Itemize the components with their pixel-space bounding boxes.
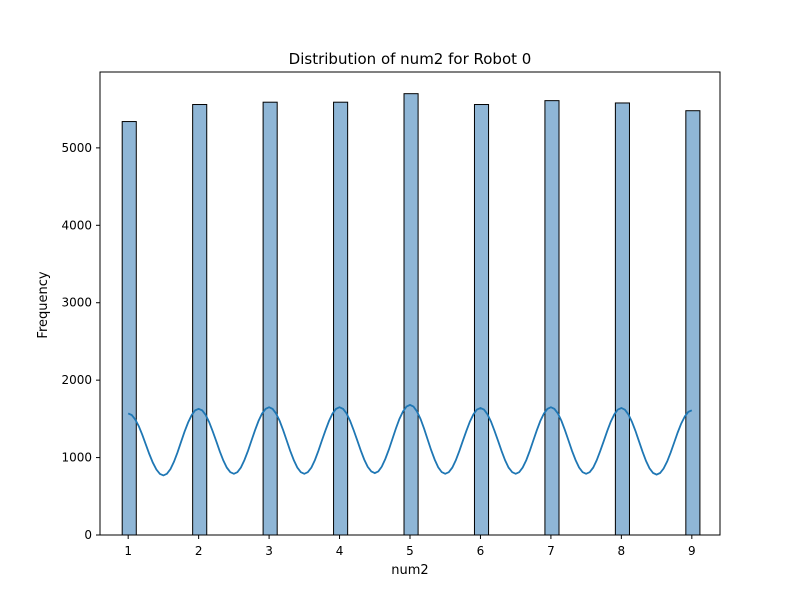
y-tick-label-5000: 5000 [61, 141, 92, 155]
y-tick-label-3000: 3000 [61, 296, 92, 310]
x-tick-label-5: 5 [406, 544, 414, 558]
y-tick-label-1000: 1000 [61, 451, 92, 465]
x-tick-label-3: 3 [265, 544, 273, 558]
chart-title: Distribution of num2 for Robot 0 [289, 50, 532, 68]
bar-1 [121, 121, 137, 536]
x-tick-label-4: 4 [336, 544, 344, 558]
x-axis-ticks: 1 2 3 4 5 6 7 8 9 [124, 535, 696, 558]
x-tick-label-9: 9 [688, 544, 696, 558]
bar-4 [333, 101, 349, 536]
bar-5 [403, 93, 419, 536]
x-tick-label-7: 7 [547, 544, 555, 558]
bar-6 [473, 104, 490, 536]
y-tick-label-4000: 4000 [61, 218, 92, 232]
bar-7 [544, 100, 560, 536]
bar-3 [262, 101, 278, 536]
x-tick-label-6: 6 [477, 544, 485, 558]
y-axis-label: Frequency [36, 271, 51, 338]
x-tick-label-2: 2 [195, 544, 203, 558]
x-tick-label-1: 1 [124, 544, 132, 558]
bar-8 [614, 102, 630, 536]
x-axis-label: num2 [391, 563, 428, 578]
x-tick-label-8: 8 [618, 544, 626, 558]
bars-group [121, 93, 701, 536]
bar-2 [192, 104, 208, 536]
bar-9 [685, 110, 701, 536]
y-tick-label-0: 0 [84, 528, 92, 542]
y-axis-ticks: 0 1000 2000 3000 4000 5000 [61, 141, 100, 542]
y-tick-label-2000: 2000 [61, 373, 92, 387]
kde-curve [127, 403, 693, 477]
